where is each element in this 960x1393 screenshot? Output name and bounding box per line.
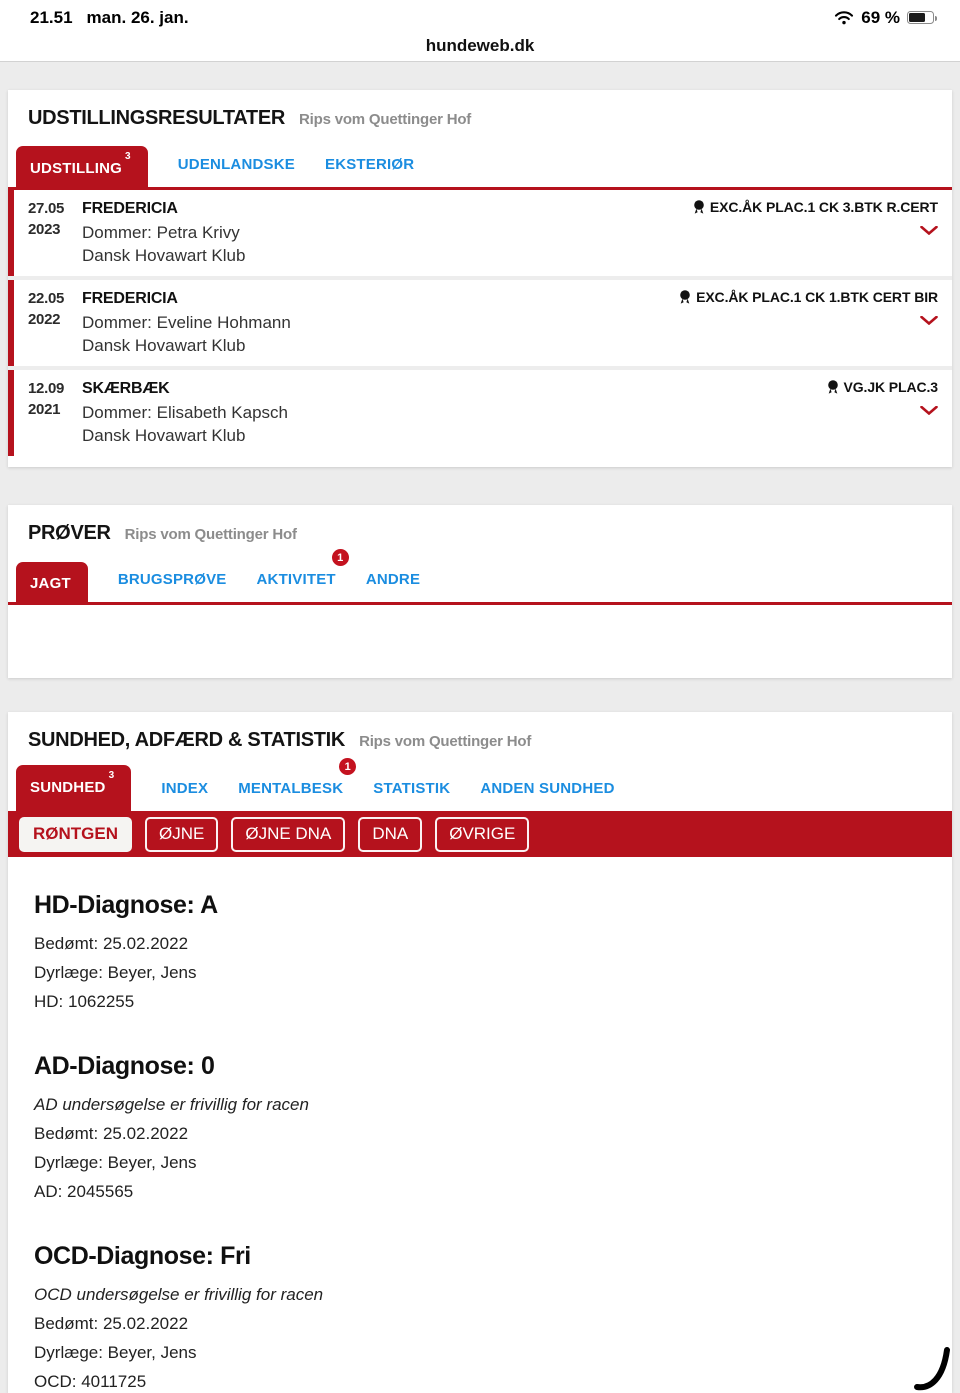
veterinarian: Dyrlæge: Beyer, Jens — [34, 1153, 197, 1172]
battery-icon — [907, 11, 937, 24]
card-title-health: SUNDHED, ADFÆRD & STATISTIK — [28, 729, 346, 751]
subtab-ojne-dna[interactable]: ØJNE DNA — [231, 816, 346, 852]
result-date: 27.05 2023 — [28, 200, 65, 238]
health-subtab-bar: RØNTGEN ØJNE ØJNE DNA DNA ØVRIGE — [8, 811, 952, 857]
status-bar: 21.51 man. 26. jan. 69 % — [0, 0, 960, 31]
result-date: 22.05 2022 — [28, 290, 65, 328]
chevron-down-icon[interactable] — [920, 402, 938, 420]
hd-number: HD: 1062255 — [34, 992, 135, 1011]
voluntary-note: OCD undersøgelse er frivillig for racen — [34, 1285, 324, 1304]
row-divider — [8, 276, 952, 280]
show-result-row-1[interactable]: 27.05 2023 FREDERICIA Dommer: Petra Kriv… — [8, 190, 952, 276]
hd-diagnosis-section: HD-Diagnose: A Bedømt: 25.02.2022 Dyrlæg… — [34, 891, 928, 1016]
ocd-diagnosis-heading: OCD-Diagnose: Fri — [34, 1242, 251, 1270]
dog-name: Rips vom Quettinger Hof — [359, 733, 532, 750]
assessed-date: Bedømt: 25.02.2022 — [34, 1124, 189, 1143]
site-title[interactable]: hundeweb.dk — [425, 36, 535, 55]
tab-anden-sundhed[interactable]: ANDEN SUNDHED — [480, 780, 615, 797]
judge-line: Dommer: Eveline Hohmann — [82, 313, 291, 332]
show-tabs: UDSTILLING3 UDENLANDSKE EKSTERIØR — [8, 143, 952, 190]
subtab-ojne[interactable]: ØJNE — [145, 816, 219, 852]
ad-diagnosis-section: AD-Diagnose: 0 AD undersøgelse er frivil… — [34, 1052, 928, 1206]
judge-line: Dommer: Petra Krivy — [82, 223, 240, 242]
hd-diagnosis-heading: HD-Diagnose: A — [34, 891, 218, 919]
result-text: EXC.ÅK PLAC.1 CK 1.BTK CERT BIR — [696, 289, 938, 305]
assessed-date: Bedømt: 25.02.2022 — [34, 1314, 189, 1333]
tab-mentalbesk[interactable]: MENTALBESK 1 — [238, 757, 358, 811]
show-result-row-3[interactable]: 12.09 2021 SKÆRBÆK Dommer: Elisabeth Kap… — [8, 370, 952, 456]
status-date: man. 26. jan. — [86, 7, 189, 27]
subtab-ovrige[interactable]: ØVRIGE — [435, 816, 530, 852]
chevron-down-icon[interactable] — [920, 312, 938, 330]
tab-udenlandske[interactable]: UDENLANDSKE — [177, 156, 295, 173]
show-result-row-2[interactable]: 22.05 2022 FREDERICIA Dommer: Eveline Ho… — [8, 280, 952, 366]
veterinarian: Dyrlæge: Beyer, Jens — [34, 963, 197, 982]
ad-diagnosis-heading: AD-Diagnose: 0 — [34, 1052, 215, 1080]
pen-stroke-curve — [914, 1347, 950, 1391]
health-tabs: SUNDHED3 INDEX MENTALBESK 1 STATISTIK AN… — [8, 757, 952, 811]
chevron-down-icon[interactable] — [920, 222, 938, 240]
battery-percent: 69 % — [861, 7, 900, 27]
assessed-date: Bedømt: 25.02.2022 — [34, 934, 189, 953]
club-line: Dansk Hovawart Klub — [82, 246, 246, 265]
tab-statistik[interactable]: STATISTIK — [373, 780, 451, 797]
voluntary-note: AD undersøgelse er frivillig for racen — [34, 1095, 309, 1114]
tab-udstilling[interactable]: UDSTILLING3 — [16, 146, 148, 190]
tab-aktivitet[interactable]: AKTIVITET 1 — [257, 548, 350, 602]
veterinarian: Dyrlæge: Beyer, Jens — [34, 1343, 197, 1362]
tab-eksterior[interactable]: EKSTERIØR — [324, 156, 415, 173]
club-line: Dansk Hovawart Klub — [82, 336, 246, 355]
tab-count-badge: 3 — [125, 151, 131, 162]
club-line: Dansk Hovawart Klub — [82, 426, 246, 445]
card-title-shows: UDSTILLINGSRESULTATER — [28, 107, 286, 129]
wifi-icon — [835, 11, 854, 25]
clock: 21.51 — [30, 7, 73, 27]
judge-line: Dommer: Elisabeth Kapsch — [82, 403, 288, 422]
trial-tabs: JAGT BRUGSPRØVE AKTIVITET 1 ANDRE — [8, 548, 952, 605]
subtab-dna[interactable]: DNA — [358, 816, 423, 852]
ocd-diagnosis-section: OCD-Diagnose: Fri OCD undersøgelse er fr… — [34, 1242, 928, 1393]
ad-number: AD: 2045565 — [34, 1182, 134, 1201]
ocd-number: OCD: 4011725 — [34, 1372, 147, 1391]
tab-brugsprove[interactable]: BRUGSPRØVE — [117, 571, 227, 588]
health-card: SUNDHED, ADFÆRD & STATISTIK Rips vom Que… — [8, 712, 952, 1393]
notification-badge: 1 — [330, 548, 350, 567]
dog-name: Rips vom Quettinger Hof — [124, 526, 297, 543]
rosette-award-icon — [827, 379, 838, 394]
result-text: EXC.ÅK PLAC.1 CK 3.BTK R.CERT — [709, 199, 938, 215]
tab-count-badge: 3 — [108, 770, 115, 781]
show-results-card: UDSTILLINGSRESULTATER Rips vom Quettinge… — [8, 90, 952, 467]
dog-name: Rips vom Quettinger Hof — [299, 111, 472, 128]
result-text: VG.JK PLAC.3 — [843, 379, 939, 395]
tab-sundhed[interactable]: SUNDHED3 — [16, 765, 132, 811]
row-divider — [8, 366, 952, 370]
notification-badge: 1 — [338, 757, 358, 776]
event-name: FREDERICIA — [82, 290, 178, 307]
rosette-award-icon — [680, 289, 690, 304]
tab-jagt[interactable]: JAGT — [16, 562, 88, 605]
browser-title-bar[interactable]: hundeweb.dk — [0, 31, 960, 62]
event-name: SKÆRBÆK — [82, 380, 170, 397]
tab-index[interactable]: INDEX — [161, 780, 209, 797]
trials-card: PRØVER Rips vom Quettinger Hof JAGT BRUG… — [8, 505, 952, 678]
rosette-award-icon — [694, 199, 704, 214]
event-name: FREDERICIA — [82, 200, 178, 217]
result-date: 12.09 2021 — [28, 380, 65, 418]
subtab-rontgen[interactable]: RØNTGEN — [19, 816, 132, 852]
card-title-trials: PRØVER — [28, 522, 111, 544]
tab-andre[interactable]: ANDRE — [365, 571, 421, 588]
